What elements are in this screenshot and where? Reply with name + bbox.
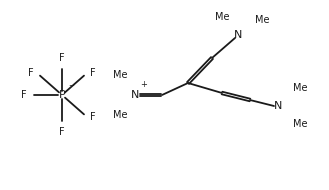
Text: F: F [90,112,96,122]
Text: Me: Me [293,83,308,93]
Text: Me: Me [113,110,127,120]
Text: N: N [131,90,139,100]
Text: Me: Me [255,15,269,25]
Text: F: F [59,53,65,63]
Text: F: F [90,68,96,78]
Text: N: N [234,30,242,40]
Text: F: F [28,68,34,78]
Text: Me: Me [215,12,229,22]
Text: Me: Me [113,70,127,80]
Text: Me: Me [293,119,308,129]
Text: F: F [21,90,27,100]
Text: N: N [274,101,282,111]
Text: −: − [68,83,74,89]
Text: F: F [59,127,65,137]
Text: +: + [140,80,147,89]
Text: P: P [59,90,65,100]
